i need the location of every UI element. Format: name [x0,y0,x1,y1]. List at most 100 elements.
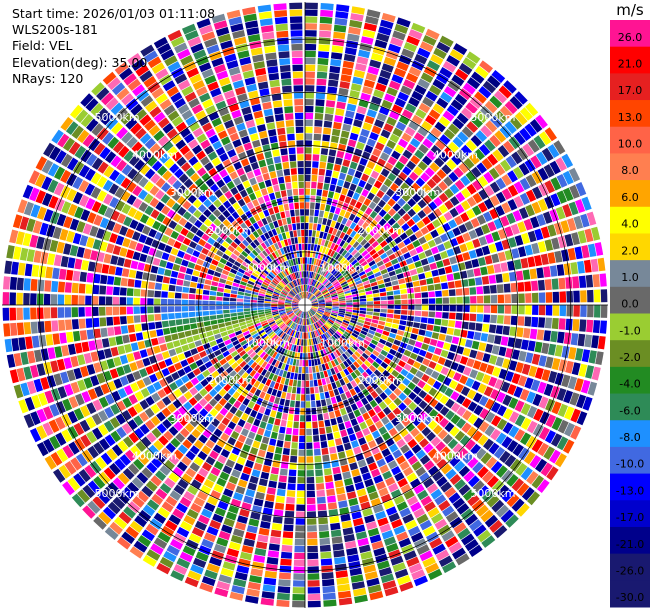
radar-gate [571,232,580,246]
radar-gate [378,426,388,435]
radar-gate [544,430,556,444]
radar-gate [393,387,402,397]
radar-gate [276,440,284,448]
radar-gate [573,290,580,303]
radar-gate [376,190,385,199]
radar-gate [305,325,307,332]
radar-gate [400,85,413,96]
radar-gate [219,278,227,284]
radar-gate [335,395,342,403]
radar-gate [322,134,331,142]
radar-gate [344,196,352,204]
radar-gate [313,272,317,280]
radar-gate [574,246,583,260]
radar-gate [391,104,403,114]
radar-gate [414,316,421,323]
radar-gate [37,293,44,305]
radar-gate [500,159,512,172]
radar-gate [431,269,439,277]
radar-gate [500,215,510,227]
radar-gate [67,257,76,269]
radar-gate [239,508,250,518]
radar-gate [397,198,406,207]
radar-gate [353,233,361,241]
radar-gate [224,288,231,294]
radar-gate [355,324,363,330]
radar-gate [316,294,323,298]
radar-gate [92,295,99,305]
radar-gate [281,413,288,420]
radar-gate [348,246,355,254]
radar-gate [427,318,435,325]
radar-gate [47,347,56,360]
radar-gate [440,91,453,103]
radar-gate [307,339,310,346]
radar-gate [310,286,314,293]
radar-gate [458,62,473,75]
radar-gate [327,320,334,325]
radar-gate [600,289,608,303]
radar-gate [217,500,229,511]
radar-gate [420,72,434,84]
radar-gate [424,167,435,178]
radar-gate [375,420,384,429]
radar-gate [521,339,529,350]
radar-gate [230,297,237,302]
radar-gate [483,295,491,304]
radar-gate [378,442,388,451]
radar-gate [483,438,494,451]
radar-rays [2,2,608,608]
radar-gate [413,286,421,293]
radar-gate [272,425,280,433]
radar-gate [249,475,259,484]
radar-gate [519,192,530,205]
radar-gate [331,268,337,274]
radar-gate [298,345,301,353]
radar-gate [356,283,364,288]
radar-gate [168,319,176,327]
radar-gate [396,61,409,72]
radar-gate [280,211,286,219]
radar-gate [507,184,519,197]
radar-gate [86,329,95,340]
radar-gate [381,99,393,110]
radar-gate [423,460,435,471]
radar-gate [207,335,215,342]
radar-gate [393,263,401,270]
radar-gate [551,401,562,415]
radar-gate [328,509,339,517]
radar-gate [440,326,448,334]
radar-gate [341,323,348,329]
radar-gate [408,562,423,574]
radar-gate [315,330,319,337]
radar-gate [386,542,399,553]
radar-gate [327,156,335,164]
radar-gate [331,279,338,285]
radar-gate [248,155,257,164]
radar-gate [261,514,272,523]
radar-gate [247,416,255,424]
radar-gate [517,282,525,292]
radar-gate [335,253,341,261]
radar-gate [307,311,311,318]
radar-gate [307,518,317,525]
radar-gate [340,74,352,83]
radar-gate [462,452,474,464]
radar-gate [310,297,316,302]
radar-gate [237,312,244,316]
radar-gate [417,489,429,501]
radar-gate [315,365,320,373]
radar-gate [530,216,540,229]
radar-gate [351,6,365,15]
radar-gate [278,369,284,377]
radar-gate [120,325,129,334]
radar-gate [449,207,459,218]
radar-gate [454,215,464,226]
radar-gate [353,409,361,418]
radar-gate [427,345,436,353]
radar-gate [230,290,238,295]
radar-gate [370,170,380,180]
radar-gate [307,566,319,573]
radar-gate [380,305,388,309]
radar-gate [442,434,453,445]
